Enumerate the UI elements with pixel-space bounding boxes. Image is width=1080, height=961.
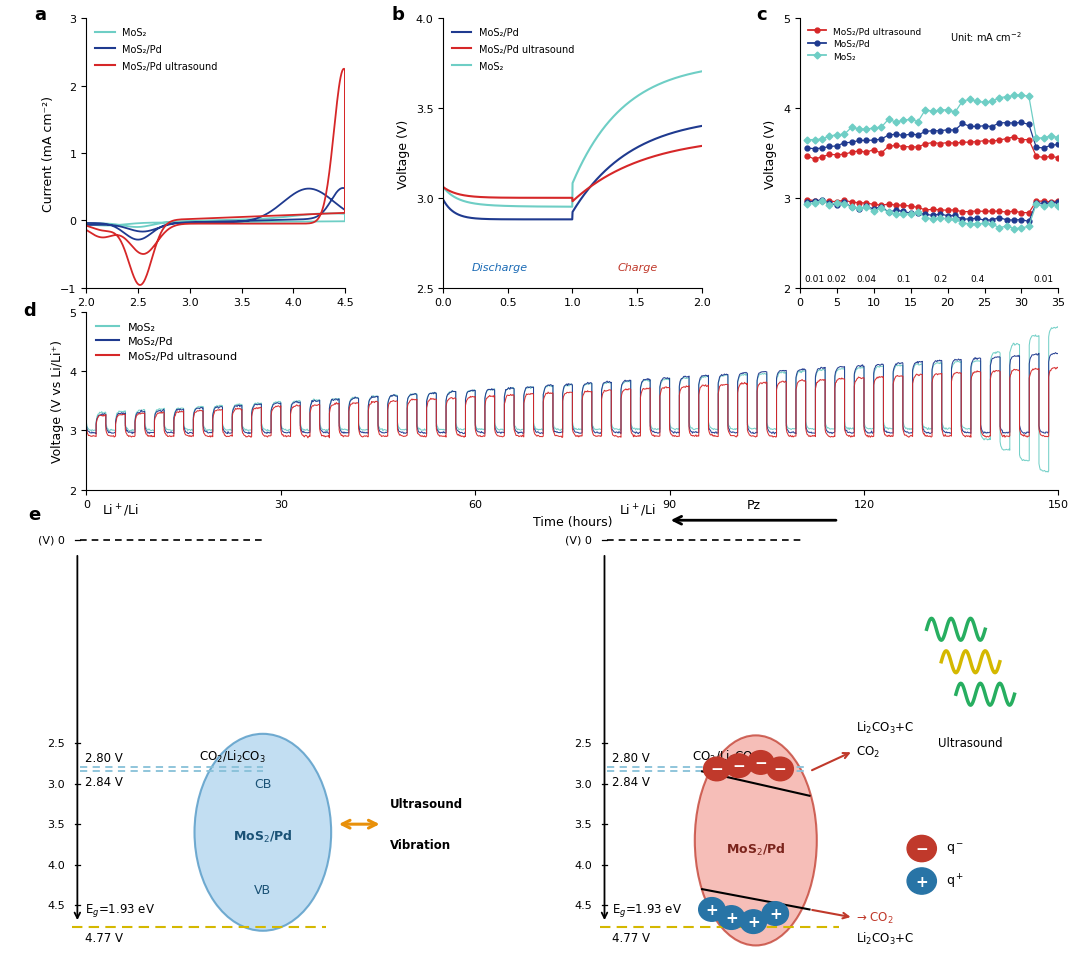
- Text: −: −: [774, 762, 786, 776]
- Text: 4.77 V: 4.77 V: [611, 931, 650, 944]
- Text: 3.5: 3.5: [575, 820, 592, 829]
- Text: Charge: Charge: [618, 262, 658, 272]
- Text: 0.04: 0.04: [856, 275, 876, 283]
- Text: CO$_2$: CO$_2$: [855, 744, 880, 759]
- Legend: MoS₂, MoS₂/Pd, MoS₂/Pd ultrasound: MoS₂, MoS₂/Pd, MoS₂/Pd ultrasound: [92, 318, 241, 365]
- Y-axis label: Current (mA cm⁻²): Current (mA cm⁻²): [42, 96, 55, 211]
- Text: Unit: mA cm$^{-2}$: Unit: mA cm$^{-2}$: [949, 30, 1022, 44]
- Text: b: b: [391, 6, 404, 24]
- Text: 2.80 V: 2.80 V: [84, 752, 122, 764]
- Legend: MoS₂/Pd, MoS₂/Pd ultrasound, MoS₂: MoS₂/Pd, MoS₂/Pd ultrasound, MoS₂: [448, 24, 579, 75]
- Text: 3.0: 3.0: [48, 778, 65, 789]
- Text: −: −: [732, 758, 745, 774]
- Text: (V) 0: (V) 0: [38, 535, 65, 545]
- Circle shape: [762, 901, 788, 925]
- Circle shape: [699, 898, 725, 922]
- X-axis label: Time (hours): Time (hours): [532, 313, 612, 327]
- Text: 0.01: 0.01: [805, 275, 825, 283]
- Text: 3.0: 3.0: [575, 778, 592, 789]
- X-axis label: Time (hours): Time (hours): [532, 515, 612, 529]
- Legend: MoS₂/Pd ultrasound, MoS₂/Pd, MoS₂: MoS₂/Pd ultrasound, MoS₂/Pd, MoS₂: [805, 24, 926, 65]
- Text: 2.80 V: 2.80 V: [611, 752, 649, 764]
- Circle shape: [907, 868, 936, 895]
- Text: d: d: [24, 302, 36, 320]
- Text: e: e: [28, 505, 41, 524]
- Text: −: −: [916, 841, 928, 856]
- Text: q$^-$: q$^-$: [946, 841, 964, 856]
- Text: 2.84 V: 2.84 V: [84, 776, 122, 788]
- Text: 3.5: 3.5: [48, 820, 65, 829]
- Text: VB: VB: [254, 883, 271, 896]
- Ellipse shape: [694, 735, 816, 946]
- Text: CB: CB: [254, 777, 271, 790]
- Circle shape: [767, 757, 794, 781]
- Text: +: +: [769, 906, 782, 921]
- Text: +: +: [725, 910, 738, 925]
- Text: 0.02: 0.02: [827, 275, 847, 283]
- Text: 2.5: 2.5: [575, 738, 592, 749]
- Circle shape: [726, 754, 752, 777]
- Legend: MoS₂, MoS₂/Pd, MoS₂/Pd ultrasound: MoS₂, MoS₂/Pd, MoS₂/Pd ultrasound: [92, 24, 221, 75]
- Text: Vibration: Vibration: [390, 838, 450, 851]
- Text: −: −: [711, 762, 724, 776]
- Text: Li$_2$CO$_3$+C: Li$_2$CO$_3$+C: [855, 930, 914, 946]
- Text: Li$_2$CO$_3$+C: Li$_2$CO$_3$+C: [855, 719, 914, 735]
- Text: 4.5: 4.5: [575, 900, 592, 910]
- Y-axis label: Voltage (V): Voltage (V): [765, 119, 778, 188]
- Text: 0.4: 0.4: [970, 275, 984, 283]
- Text: 0.2: 0.2: [933, 275, 947, 283]
- Text: 0.01: 0.01: [1034, 275, 1054, 283]
- Text: +: +: [916, 874, 928, 889]
- Text: Li$^+$/Li: Li$^+$/Li: [619, 503, 657, 519]
- Text: c: c: [756, 6, 767, 24]
- Text: E$_g$=1.93 eV: E$_g$=1.93 eV: [611, 900, 681, 918]
- Y-axis label: Voltage (V): Voltage (V): [397, 119, 410, 188]
- Circle shape: [747, 751, 774, 775]
- X-axis label: Cycle number: Cycle number: [886, 313, 973, 327]
- Text: Ultrasound: Ultrasound: [939, 737, 1003, 750]
- Text: Li$^+$/Li: Li$^+$/Li: [102, 503, 139, 519]
- Text: +: +: [705, 902, 718, 917]
- Text: E$_g$=1.93 eV: E$_g$=1.93 eV: [84, 900, 154, 918]
- Circle shape: [703, 757, 730, 781]
- Text: 2.5: 2.5: [48, 738, 65, 749]
- Text: CO$_2$/Li$_2$CO$_3$: CO$_2$/Li$_2$CO$_3$: [692, 748, 759, 764]
- Text: +: +: [747, 914, 759, 929]
- Text: → CO$_2$: → CO$_2$: [855, 910, 893, 925]
- Text: MoS$_2$/Pd: MoS$_2$/Pd: [233, 828, 293, 845]
- Text: q$^+$: q$^+$: [946, 872, 964, 890]
- Text: (V) 0: (V) 0: [566, 535, 592, 545]
- Text: Discharge: Discharge: [472, 262, 528, 272]
- Text: 4.0: 4.0: [575, 860, 592, 870]
- Text: 4.77 V: 4.77 V: [84, 931, 123, 944]
- X-axis label: Potential (V): Potential (V): [177, 313, 254, 327]
- Text: MoS$_2$/Pd: MoS$_2$/Pd: [726, 841, 785, 856]
- Text: −: −: [754, 755, 767, 770]
- Text: 2.84 V: 2.84 V: [611, 776, 650, 788]
- Y-axis label: Voltage (V vs Li/Li⁺): Voltage (V vs Li/Li⁺): [51, 340, 64, 462]
- Circle shape: [740, 910, 767, 933]
- Text: CO$_2$/Li$_2$CO$_3$: CO$_2$/Li$_2$CO$_3$: [200, 748, 266, 764]
- Text: 4.0: 4.0: [48, 860, 65, 870]
- Text: Ultrasound: Ultrasound: [390, 798, 463, 810]
- Text: Pz: Pz: [746, 499, 760, 512]
- Ellipse shape: [194, 734, 332, 931]
- Circle shape: [718, 906, 744, 929]
- Text: 4.5: 4.5: [48, 900, 65, 910]
- Circle shape: [907, 835, 936, 862]
- Text: 0.1: 0.1: [896, 275, 910, 283]
- Text: a: a: [35, 6, 46, 24]
